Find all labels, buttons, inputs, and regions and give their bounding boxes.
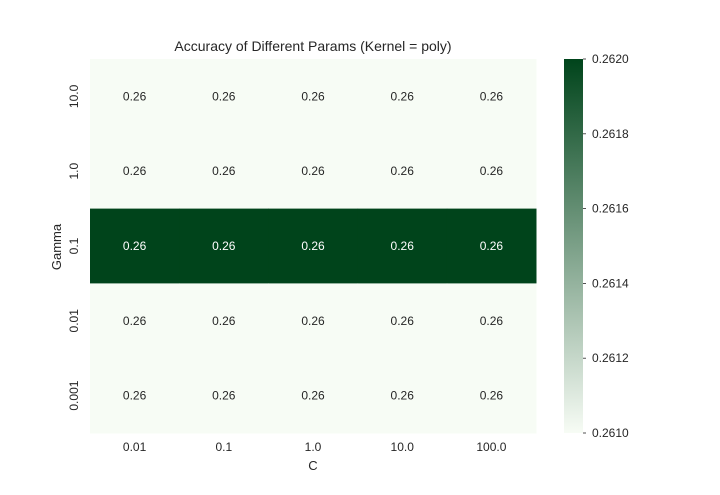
colorbar-tick-label: 0.2610 bbox=[592, 426, 629, 440]
cell-value-label: 0.26 bbox=[480, 389, 504, 403]
heatmap-cell bbox=[446, 208, 537, 284]
heatmap-cell bbox=[357, 133, 448, 210]
heatmap-cell bbox=[357, 208, 448, 284]
colorbar-tick-label: 0.2614 bbox=[592, 276, 629, 290]
y-tick-label: 0.01 bbox=[67, 309, 81, 333]
colorbar bbox=[564, 59, 583, 433]
y-tick-labels: 10.0 1.0 0.1 0.01 0.001 bbox=[67, 84, 81, 410]
cell-value-label: 0.26 bbox=[480, 164, 504, 178]
x-axis-label: C bbox=[308, 458, 317, 473]
cell-value-label: 0.26 bbox=[480, 89, 504, 103]
heatmap-cell bbox=[179, 358, 269, 434]
cell-value-label: 0.26 bbox=[301, 389, 325, 403]
cell-value-label: 0.26 bbox=[391, 239, 415, 253]
y-tick-label: 0.001 bbox=[67, 380, 81, 410]
colorbar-tick-labels: 0.2610 0.2612 0.2614 0.2616 0.2618 0.2620 bbox=[583, 52, 629, 440]
heatmap-cell bbox=[90, 358, 180, 434]
y-tick-label: 1.0 bbox=[67, 163, 81, 180]
cell-value-label: 0.26 bbox=[123, 164, 147, 178]
heatmap-cell bbox=[446, 358, 537, 434]
heatmap-cell bbox=[179, 59, 269, 135]
y-tick-label: 10.0 bbox=[67, 84, 81, 108]
x-tick-label: 10.0 bbox=[391, 440, 415, 454]
colorbar-tick-label: 0.2618 bbox=[592, 127, 629, 141]
heatmap-cell bbox=[179, 133, 269, 210]
heatmap-cell bbox=[268, 59, 359, 135]
heatmap-cell bbox=[179, 283, 269, 359]
cell-value-label: 0.26 bbox=[301, 239, 325, 253]
x-tick-label: 100.0 bbox=[476, 440, 506, 454]
heatmap-cell bbox=[357, 358, 448, 434]
cell-value-label: 0.26 bbox=[391, 164, 415, 178]
cell-value-label: 0.26 bbox=[480, 314, 504, 328]
heatmap-cell bbox=[90, 133, 180, 210]
cell-value-label: 0.26 bbox=[391, 89, 415, 103]
chart-title: Accuracy of Different Params (Kernel = p… bbox=[174, 38, 451, 54]
heatmap-cell bbox=[446, 133, 537, 210]
x-tick-label: 0.01 bbox=[123, 440, 147, 454]
cell-value-label: 0.26 bbox=[391, 389, 415, 403]
heatmap-cell bbox=[446, 59, 537, 135]
cell-value-label: 0.26 bbox=[212, 314, 236, 328]
cell-value-label: 0.26 bbox=[123, 314, 147, 328]
cell-value-label: 0.26 bbox=[480, 239, 504, 253]
colorbar-tick-label: 0.2616 bbox=[592, 202, 629, 216]
x-tick-label: 0.1 bbox=[215, 440, 232, 454]
colorbar-tick-label: 0.2620 bbox=[592, 52, 629, 66]
heatmap-cell bbox=[268, 208, 359, 284]
cell-value-label: 0.26 bbox=[123, 239, 147, 253]
y-tick-label: 0.1 bbox=[67, 237, 81, 254]
heatmap-cell bbox=[357, 59, 448, 135]
heatmap-cell bbox=[90, 59, 180, 135]
cell-value-label: 0.26 bbox=[212, 239, 236, 253]
heatmap-cell bbox=[90, 283, 180, 359]
heatmap-cells: 0.26 0.26 0.26 0.26 0.26 0.26 0.26 0.26 0.26 0.26… bbox=[90, 59, 537, 434]
y-axis-label: Gamma bbox=[49, 223, 64, 270]
heatmap-cell bbox=[179, 208, 269, 284]
cell-value-label: 0.26 bbox=[301, 89, 325, 103]
heatmap-cell bbox=[446, 283, 537, 359]
cell-value-label: 0.26 bbox=[391, 314, 415, 328]
colorbar-tick-label: 0.2612 bbox=[592, 351, 629, 365]
cell-value-label: 0.26 bbox=[212, 89, 236, 103]
heatmap-cell bbox=[268, 358, 359, 434]
x-tick-label: 1.0 bbox=[305, 440, 322, 454]
heatmap-cell bbox=[357, 283, 448, 359]
cell-value-label: 0.26 bbox=[212, 389, 236, 403]
heatmap-cell bbox=[268, 283, 359, 359]
heatmap-cell bbox=[90, 208, 180, 284]
cell-value-label: 0.26 bbox=[212, 164, 236, 178]
x-tick-labels: 0.01 0.1 1.0 10.0 100.0 bbox=[123, 440, 507, 454]
cell-value-label: 0.26 bbox=[301, 164, 325, 178]
cell-value-label: 0.26 bbox=[123, 389, 147, 403]
cell-value-label: 0.26 bbox=[301, 314, 325, 328]
cell-value-label: 0.26 bbox=[123, 89, 147, 103]
heatmap-cell bbox=[268, 133, 359, 210]
